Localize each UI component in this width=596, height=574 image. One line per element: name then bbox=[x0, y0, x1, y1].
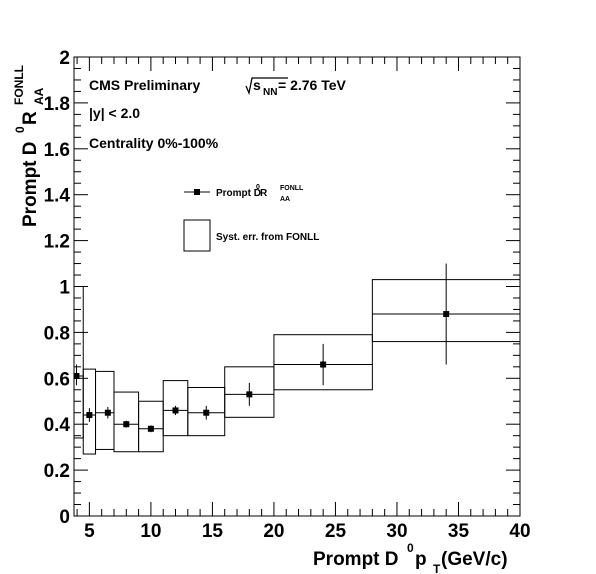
axis-ticks bbox=[74, 56, 521, 517]
tick-labels: 5 10 15 20 25 30 35 4000.20.40.60.811.21.41.61.… bbox=[44, 48, 531, 542]
data-point-2 bbox=[104, 409, 111, 416]
data-point-7 bbox=[246, 391, 253, 398]
x-tick-label: 5 bbox=[84, 521, 95, 542]
y-tick-label: 1.4 bbox=[44, 186, 71, 207]
x-title-unit: (GeV/c) bbox=[441, 549, 508, 570]
x-axis-title: Prompt D 0 p T (GeV/c) bbox=[313, 541, 508, 574]
y-title-supr: FONLL bbox=[12, 65, 26, 105]
annotation-energy: s NN = 2.76 TeV bbox=[245, 77, 347, 98]
annotation-cms: CMS Preliminary bbox=[89, 77, 200, 93]
legend-marker bbox=[194, 189, 200, 195]
y-tick-label: 0 bbox=[59, 507, 70, 528]
plot-frame bbox=[73, 56, 521, 517]
data-point-0 bbox=[73, 373, 80, 380]
data-points bbox=[73, 263, 520, 433]
data-point-4 bbox=[147, 425, 154, 432]
x-tick-label: 15 bbox=[202, 521, 224, 542]
y-tick-label: 0.8 bbox=[44, 323, 70, 344]
legend-label-sup2: FONLL bbox=[280, 185, 304, 192]
energy-sub: NN bbox=[263, 87, 277, 98]
y-axis-title: Prompt D 0 R FONLL AA bbox=[12, 65, 46, 227]
y-tick-label: 1.6 bbox=[44, 140, 70, 161]
syst-box-8 bbox=[273, 334, 373, 391]
y-tick-label: 0.2 bbox=[44, 461, 70, 482]
x-tick-label: 35 bbox=[448, 521, 470, 542]
legend: Prompt D 0 R FONLL AA Syst. err. from FO… bbox=[183, 184, 319, 252]
energy-sqrt: s bbox=[253, 77, 261, 93]
x-title-p: p bbox=[415, 549, 427, 570]
legend-label-sub: AA bbox=[280, 196, 290, 203]
y-tick-label: 2 bbox=[59, 48, 70, 69]
data-point-6 bbox=[203, 409, 210, 416]
y-title-sub: AA bbox=[32, 87, 46, 105]
data-point-9 bbox=[443, 311, 450, 318]
legend-label-mid: R bbox=[260, 188, 268, 199]
y-tick-label: 1 bbox=[59, 278, 70, 299]
x-tick-label: 25 bbox=[325, 521, 347, 542]
data-point-8 bbox=[320, 361, 327, 368]
y-tick-label: 0.4 bbox=[44, 415, 71, 436]
y-title-sup: 0 bbox=[13, 126, 27, 133]
legend-syst-label: Syst. err. from FONLL bbox=[216, 232, 319, 243]
x-tick-label: 10 bbox=[140, 521, 161, 542]
syst-boxes bbox=[73, 279, 521, 455]
syst-box-7 bbox=[224, 366, 275, 418]
y-tick-label: 1.2 bbox=[44, 232, 70, 253]
y-title-main: Prompt D bbox=[20, 142, 41, 228]
sqrt-icon bbox=[245, 77, 288, 96]
legend-label-main: Prompt D bbox=[216, 188, 261, 199]
energy-value: = 2.76 TeV bbox=[278, 77, 347, 93]
x-title-main: Prompt D bbox=[313, 549, 399, 570]
annotation-rapidity: |y| < 2.0 bbox=[89, 105, 140, 121]
syst-box-2 bbox=[95, 370, 115, 450]
legend-syst-box bbox=[183, 219, 211, 252]
legend-label-sup1: 0 bbox=[256, 184, 260, 191]
data-point-5 bbox=[172, 407, 179, 414]
data-point-1 bbox=[86, 412, 93, 419]
x-tick-label: 40 bbox=[509, 521, 530, 542]
x-tick-label: 30 bbox=[386, 521, 407, 542]
annotation-centrality: Centrality 0%-100% bbox=[89, 135, 219, 151]
y-tick-label: 0.6 bbox=[44, 369, 70, 390]
x-title-sup: 0 bbox=[407, 541, 414, 555]
x-tick-label: 20 bbox=[263, 521, 284, 542]
y-title-r: R bbox=[20, 111, 41, 125]
y-tick-label: 1.8 bbox=[44, 94, 70, 115]
data-point-3 bbox=[123, 421, 130, 428]
x-title-sub: T bbox=[433, 562, 441, 574]
